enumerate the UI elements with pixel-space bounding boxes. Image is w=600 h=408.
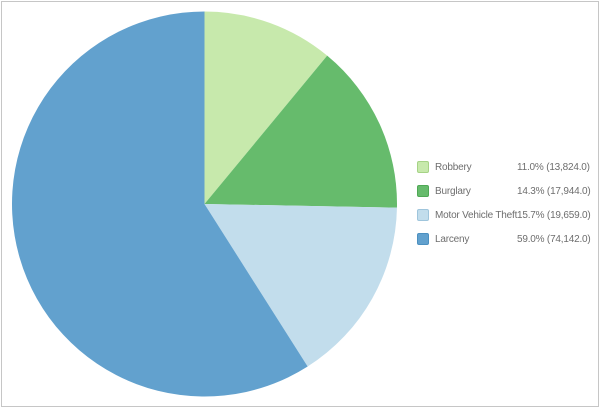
pie-slice-robbery[interactable]	[204, 11, 328, 205]
legend-value: 59.0% (74,142.0)	[517, 233, 591, 245]
legend-swatch-icon	[417, 185, 429, 197]
legend-swatch-icon	[417, 209, 429, 221]
legend-label: Robbery	[435, 161, 472, 173]
pie-slice-larceny[interactable]	[11, 11, 308, 397]
legend-label: Larceny	[435, 233, 470, 245]
legend-swatch-icon	[417, 161, 429, 173]
pie-slice-motor-vehicle-theft[interactable]	[204, 204, 397, 367]
pie-slice-burglary[interactable]	[204, 55, 398, 208]
legend-label: Motor Vehicle Theft	[435, 209, 518, 221]
legend-value: 14.3% (17,944.0)	[517, 185, 591, 197]
legend-item[interactable]: Burglary 14.3% (17,944.0)	[417, 179, 591, 203]
legend-swatch-icon	[417, 233, 429, 245]
legend-item[interactable]: Robbery 11.0% (13,824.0)	[417, 155, 591, 179]
legend-value: 15.7% (19,659.0)	[517, 209, 591, 221]
legend-label: Burglary	[435, 185, 471, 197]
legend: Robbery 11.0% (13,824.0) Burglary 14.3% …	[417, 155, 591, 251]
pie-slices-group	[11, 11, 398, 397]
legend-item[interactable]: Motor Vehicle Theft 15.7% (19,659.0)	[417, 203, 591, 227]
legend-item[interactable]: Larceny 59.0% (74,142.0)	[417, 227, 591, 251]
legend-value: 11.0% (13,824.0)	[517, 161, 590, 173]
